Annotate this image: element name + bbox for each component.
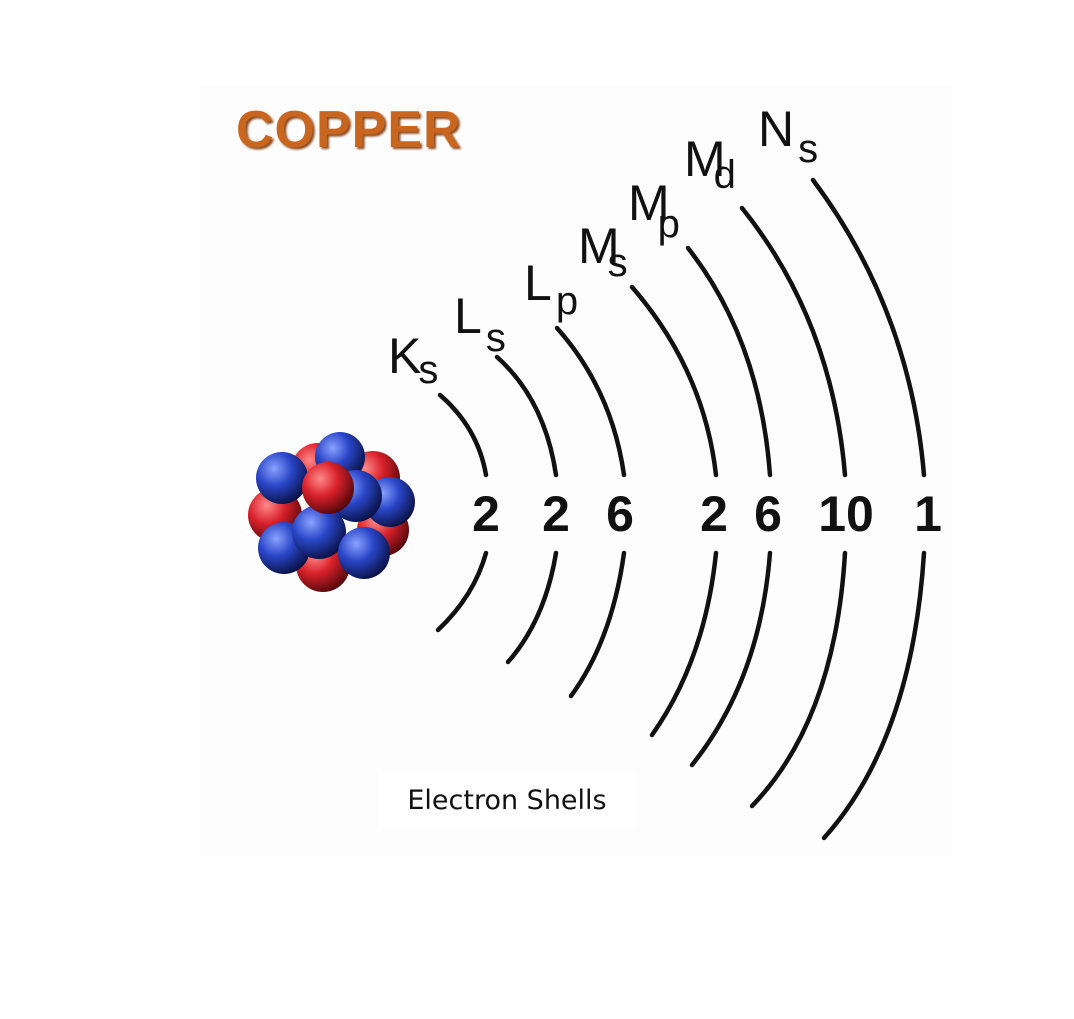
shell-arc-ns-upper (810, 177, 927, 478)
shell-arc-mp-upper (685, 245, 773, 478)
shell-count-ls: 2 (542, 486, 570, 542)
shell-count-lp: 6 (606, 486, 634, 542)
shell-count-ks: 2 (472, 486, 500, 542)
shell-arc-ks-lower (435, 550, 489, 633)
shell-arc-ms-lower (649, 550, 719, 738)
nucleus-icon (248, 432, 415, 592)
shell-label-ks: Ks (388, 328, 438, 392)
neutron-icon (338, 527, 390, 579)
shell-count-ms: 2 (700, 486, 728, 542)
shell-arc-ks-upper (437, 392, 489, 478)
diagram-caption: Electron Shells (378, 772, 636, 828)
proton-icon (302, 462, 354, 514)
shell-arc-lp-lower (568, 550, 627, 699)
shell-label-ms: Ms (578, 218, 628, 285)
shell-arc-md-upper (739, 205, 848, 478)
neutron-icon (256, 452, 308, 504)
shell-arc-ls-upper (494, 354, 559, 478)
neutron-icon (292, 505, 346, 559)
shell-count-mp: 6 (754, 486, 782, 542)
shell-arc-ns-lower (821, 550, 927, 841)
shell-arc-ms-upper (629, 284, 719, 478)
shell-label-mp: Mp (628, 175, 680, 246)
shell-count-md: 10 (818, 486, 874, 542)
shell-arc-lp-upper (554, 325, 627, 478)
shell-label-md: Md (684, 131, 736, 197)
shell-arc-md-lower (749, 550, 848, 809)
shell-arc-mp-lower (689, 550, 773, 768)
element-title: COPPER (236, 101, 462, 159)
shell-count-ns: 1 (914, 486, 942, 542)
shell-arc-ls-lower (505, 550, 559, 665)
